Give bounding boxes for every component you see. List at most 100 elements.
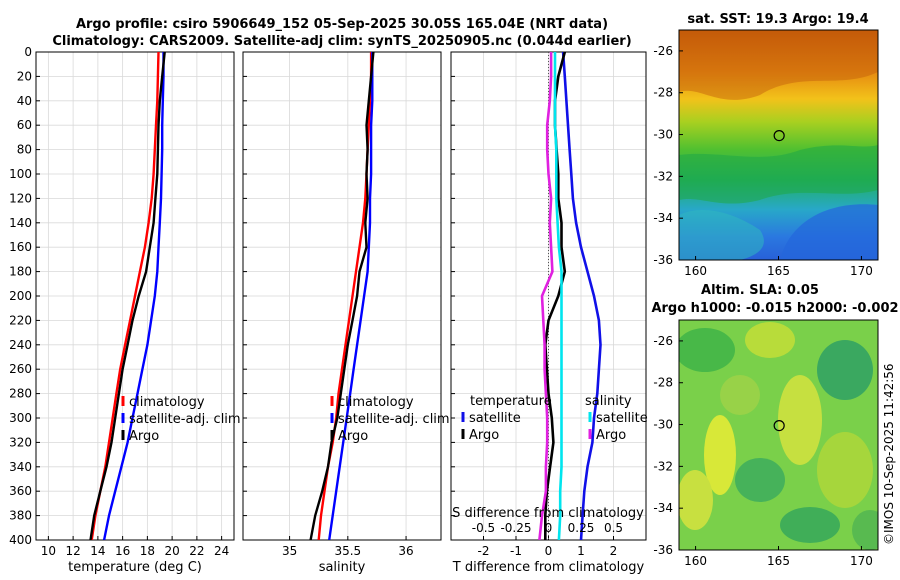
map-y-tick-label: -30: [653, 128, 673, 142]
legend-title: salinity: [585, 394, 632, 409]
map-x-tick-label: 160: [684, 264, 707, 278]
difference-panel: -2 -1 0 1 2 T difference from climatology S di…: [450, 51, 648, 575]
x-tick-label: 10: [41, 544, 56, 558]
top-x-tick-label: 0: [545, 521, 553, 535]
y-tick-label: 80: [17, 143, 32, 157]
top-x-axis-label: S difference from climatology: [452, 506, 644, 521]
map-x-tick-label: 170: [850, 264, 873, 278]
map-y-tick-label: -36: [653, 253, 673, 267]
series-line-2: [309, 52, 375, 540]
y-tick-label: 140: [9, 216, 32, 230]
y-tick-label: 320: [9, 435, 32, 449]
x-axis-label: T difference from climatology: [452, 560, 645, 575]
y-tick-label: 0: [24, 45, 32, 59]
x-tick-label: 14: [90, 544, 105, 558]
sla-blob: [745, 322, 795, 358]
map-x-tick-label: 160: [684, 554, 707, 568]
x-tick-label: 35.5: [334, 544, 361, 558]
series-line-1: [102, 52, 165, 540]
header-line1: Argo profile: csiro 5906649_152 05-Sep-2…: [76, 17, 608, 32]
sst-warm-patch: [679, 30, 878, 100]
y-tick-label: 360: [9, 484, 32, 498]
header-line2: Climatology: CARS2009. Satellite-adj cli…: [52, 34, 631, 49]
y-tick-label: 60: [17, 118, 32, 132]
x-tick-label: 2: [610, 544, 618, 558]
y-tick-label: 280: [9, 387, 32, 401]
sla-blob: [817, 340, 873, 400]
map-y-tick-label: -26: [653, 44, 673, 58]
sla-blob: [704, 415, 736, 495]
legend-label: satellite: [469, 411, 521, 426]
map-x-tick-label: 170: [850, 554, 873, 568]
sla-map-title-2: Argo h1000: -0.015 h2000: -0.002: [651, 301, 898, 316]
map-y-tick-label: -34: [653, 501, 673, 515]
y-tick-label: 180: [9, 265, 32, 279]
top-x-tick-label: 0.25: [568, 521, 595, 535]
legend-label: climatology: [129, 395, 205, 410]
diff-line-3: [538, 52, 554, 540]
legend-label: Argo: [469, 428, 499, 443]
x-tick-label: -2: [478, 544, 490, 558]
sst-map-title: sat. SST: 19.3 Argo: 19.4: [687, 12, 868, 27]
sst-blue-patch: [780, 204, 878, 260]
sla-blob: [735, 458, 785, 502]
x-tick-label: 35: [282, 544, 297, 558]
x-axis-label: salinity: [319, 560, 366, 575]
sst-green-band: [679, 145, 878, 204]
x-tick-label: -1: [510, 544, 522, 558]
sla-blob: [817, 432, 873, 508]
y-tick-label: 380: [9, 509, 32, 523]
sst-map-panel: sat. SST: 19.3 Argo: 19.4 160 165 170 -26 -2…: [653, 12, 879, 278]
legend-label: Argo: [596, 428, 626, 443]
x-tick-label: 12: [65, 544, 80, 558]
map-x-tick-label: 165: [767, 554, 790, 568]
sla-blob: [780, 507, 840, 543]
map-y-tick-label: -34: [653, 211, 673, 225]
diff-line-2: [553, 52, 563, 540]
map-y-tick-label: -28: [653, 376, 673, 390]
timestamp-stamp: ©IMOS 10-Sep-2025 11:42:56: [882, 363, 896, 545]
x-axis-label: temperature (deg C): [68, 560, 202, 575]
legend-label: satellite: [596, 411, 648, 426]
map-y-tick-label: -26: [653, 334, 673, 348]
top-x-tick-label: 0.5: [604, 521, 623, 535]
y-tick-label: 340: [9, 460, 32, 474]
salinity-panel: 35 35.5 36 salinity climatology satellite-adj…: [242, 51, 450, 575]
legend-label: Argo: [338, 429, 368, 444]
series-line-0: [90, 52, 160, 540]
y-tick-label: 300: [9, 411, 32, 425]
x-tick-label: 24: [214, 544, 229, 558]
legend-label: satellite-adj. clim: [338, 412, 450, 427]
legend-label: satellite-adj. clim: [129, 412, 241, 427]
x-tick-label: 16: [115, 544, 130, 558]
x-tick-label: 18: [140, 544, 155, 558]
y-tick-label: 100: [9, 167, 32, 181]
legend-label: Argo: [129, 429, 159, 444]
y-tick-label: 20: [17, 69, 32, 83]
y-tick-label: 260: [9, 362, 32, 376]
top-x-tick-label: -0.25: [500, 521, 531, 535]
sla-blob: [720, 375, 760, 415]
map-y-tick-label: -36: [653, 543, 673, 557]
y-tick-label: 240: [9, 338, 32, 352]
legend-label: climatology: [338, 395, 414, 410]
x-tick-label: 22: [189, 544, 204, 558]
x-tick-label: 20: [164, 544, 179, 558]
y-tick-label: 40: [17, 94, 32, 108]
map-y-tick-label: -28: [653, 86, 673, 100]
legend-title: temperature: [470, 394, 552, 409]
argo-location-marker: [773, 419, 785, 432]
sla-map-title-1: Altim. SLA: 0.05: [701, 283, 819, 298]
temperature-panel: 10 12 14 16 18 20 22 24020406080100120140160180…: [9, 45, 241, 575]
sla-map-panel: Altim. SLA: 0.05 Argo h1000: -0.015 h200…: [651, 283, 898, 568]
sla-blob: [679, 328, 735, 372]
map-y-tick-label: -30: [653, 418, 673, 432]
x-tick-label: 1: [577, 544, 585, 558]
y-tick-label: 400: [9, 533, 32, 547]
map-y-tick-label: -32: [653, 459, 673, 473]
series-line-1: [328, 52, 374, 540]
argo-location-marker: [773, 129, 785, 142]
sla-blob: [679, 470, 713, 530]
series-line-2: [89, 52, 166, 540]
